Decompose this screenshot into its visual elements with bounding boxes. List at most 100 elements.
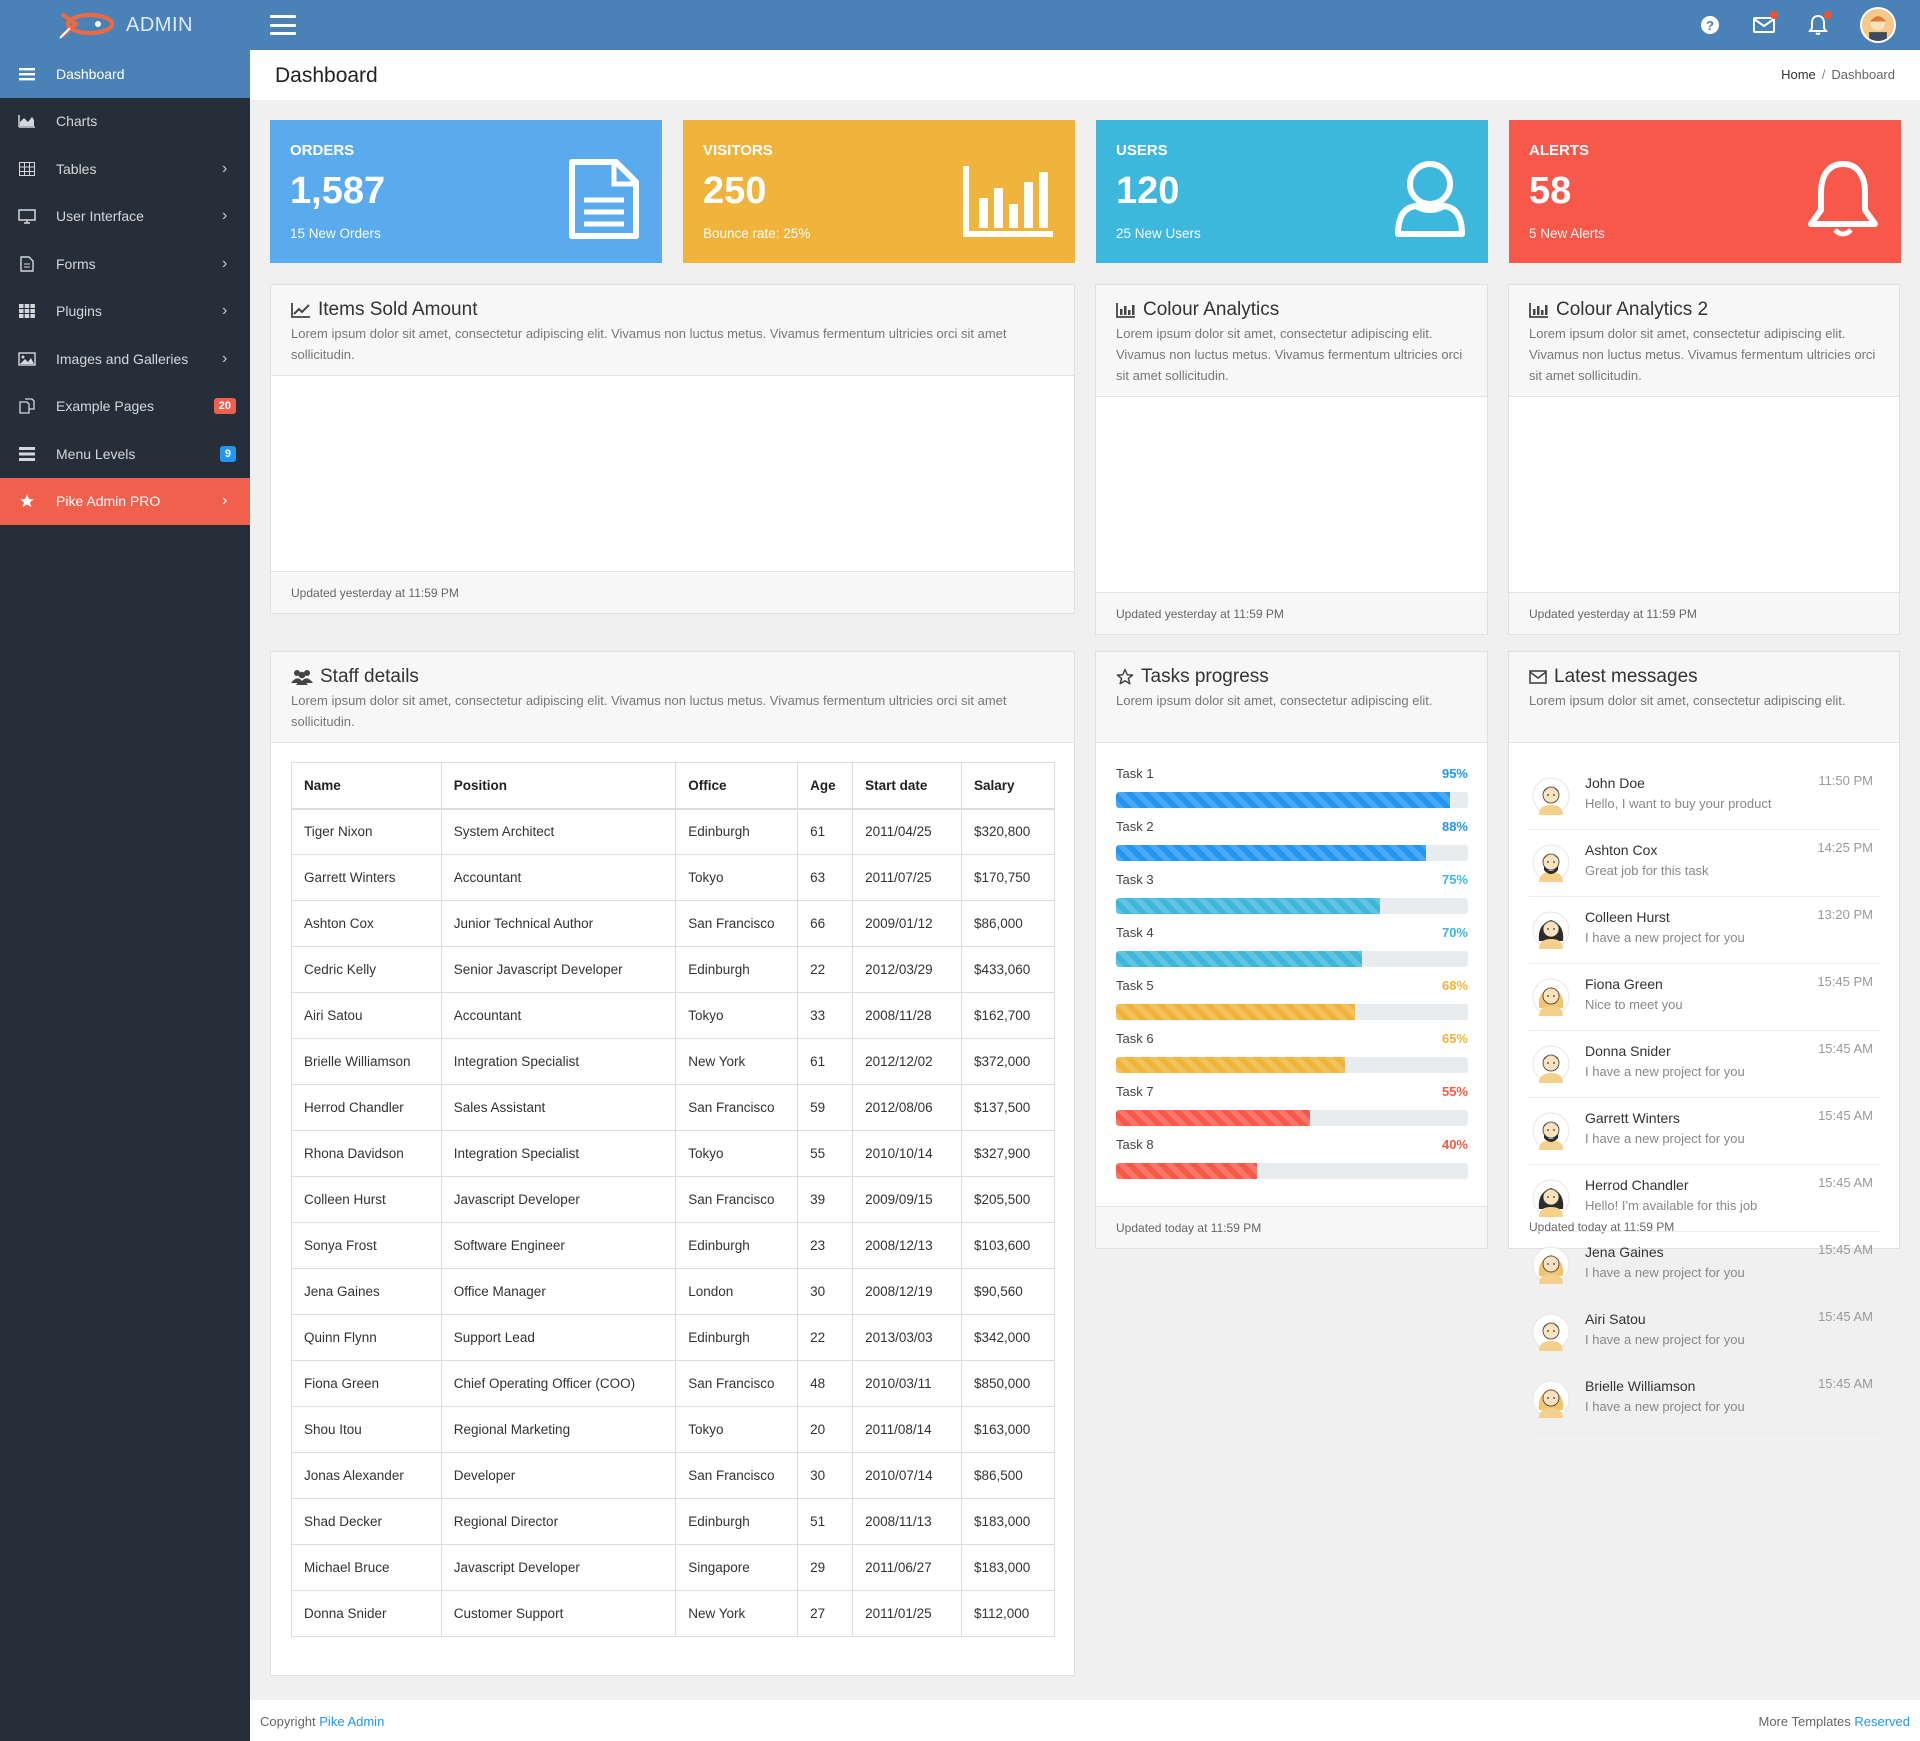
sidebar-item-images-and-galleries[interactable]: Images and Galleries › [0,335,250,383]
table-cell: Sales Assistant [440,1084,677,1131]
stat-title: USERS [1116,142,1168,159]
table-cell: Fiona Green [291,1360,442,1407]
stat-alerts[interactable]: ALERTS 58 5 New Alerts [1509,120,1901,263]
logo-icon[interactable] [58,10,118,40]
table-cell: Airi Satou [291,992,442,1039]
message-item[interactable]: Garrett Winters I have a new project for … [1529,1098,1881,1165]
top-navbar: ADMIN ? [0,0,1920,50]
message-item[interactable]: Ashton Cox Great job for this task 14:25 P… [1529,830,1881,897]
column-header[interactable]: Position [440,762,677,810]
task-label: Task 5 [1116,978,1154,993]
table-cell: Sonya Frost [291,1222,442,1269]
table-cell: $372,000 [961,1038,1055,1085]
stat-subtitle: 25 New Users [1116,226,1201,241]
table-row[interactable]: Jena Gaines Office Manager London 30 2008/12… [291,1268,1055,1315]
message-sender: Donna Snider [1585,1043,1671,1059]
table-row[interactable]: Garrett Winters Accountant Tokyo 63 2011/07/… [291,854,1055,901]
mail-icon[interactable] [1752,11,1778,37]
column-header[interactable]: Office [675,762,799,810]
card-header: Latest messages Lorem ipsum dolor sit am… [1509,652,1899,743]
avatar [1532,1045,1570,1083]
message-time: 15:45 AM [1818,1108,1873,1123]
bell-icon[interactable] [1806,11,1832,37]
stat-orders[interactable]: ORDERS 1,587 15 New Orders [270,120,662,263]
sidebar-item-plugins[interactable]: Plugins › [0,288,250,336]
bell-icon [1808,161,1878,237]
envelope-icon [1529,670,1547,684]
sidebar-item-example-pages[interactable]: Example Pages 20 [0,383,250,431]
copyright-text: Copyright [260,1714,316,1729]
table-cell: 2012/12/02 [852,1038,962,1085]
sidebar-item-pike-admin-pro[interactable]: Pike Admin PRO › [0,477,250,525]
stat-visitors[interactable]: VISITORS 250 Bounce rate: 25% [683,120,1075,263]
table-row[interactable]: Michael Bruce Javascript Developer Singapo… [291,1544,1055,1591]
table-row[interactable]: Rhona Davidson Integration Specialist Toky… [291,1130,1055,1177]
card-description: Lorem ipsum dolor sit amet, consectetur … [1529,693,1846,708]
stat-title: VISITORS [703,142,773,159]
table-cell: 63 [797,854,854,901]
card-description: Lorem ipsum dolor sit amet, consectetur … [291,693,1007,729]
message-time: 14:25 PM [1817,840,1873,855]
column-header[interactable]: Start date [852,762,962,810]
table-row[interactable]: Tiger Nixon System Architect Edinburgh 61 20… [291,808,1055,855]
message-sender: Garrett Winters [1585,1110,1680,1126]
message-item[interactable]: Fiona Green Nice to meet you 15:45 PM [1529,964,1881,1031]
reserved-link[interactable]: Reserved [1854,1714,1910,1729]
message-item[interactable]: Brielle Williamson I have a new project f… [1529,1366,1881,1433]
message-item[interactable]: Jena Gaines I have a new project for you 1… [1529,1232,1881,1299]
table-row[interactable]: Colleen Hurst Javascript Developer San Fra… [291,1176,1055,1223]
table-cell: 61 [797,1038,854,1085]
pike-admin-link[interactable]: Pike Admin [319,1714,385,1729]
sidebar-item-dashboard[interactable]: Dashboard [0,50,250,98]
message-time: 13:20 PM [1817,907,1873,922]
table-row[interactable]: Quinn Flynn Support Lead Edinburgh 22 2013/0… [291,1314,1055,1361]
user-avatar[interactable] [1860,7,1896,43]
message-item[interactable]: John Doe Hello, I want to buy your produc… [1529,763,1881,830]
sidebar-item-user-interface[interactable]: User Interface › [0,193,250,241]
card-footer: Updated yesterday at 11:59 PM [271,571,1074,613]
message-item[interactable]: Herrod Chandler Hello! I'm available for … [1529,1165,1881,1232]
table-row[interactable]: Shad Decker Regional Director Edinburgh 51 2… [291,1498,1055,1545]
table-row[interactable]: Airi Satou Accountant Tokyo 33 2008/11/28 $16… [291,992,1055,1039]
stat-users[interactable]: USERS 120 25 New Users [1096,120,1488,263]
area-chart-icon [18,112,36,130]
table-cell: Accountant [440,992,677,1039]
table-row[interactable]: Brielle Williamson Integration Specialist… [291,1038,1055,1085]
breadcrumb-home-link[interactable]: Home [1781,67,1816,82]
table-row[interactable]: Sonya Frost Software Engineer Edinburgh 23 2… [291,1222,1055,1269]
table-row[interactable]: Donna Snider Customer Support New York 27 20… [291,1590,1055,1637]
chevron-right-icon: › [222,349,228,367]
table-cell: San Francisco [675,1360,799,1407]
table-icon [18,160,36,178]
sidebar-item-label: Tables [56,160,97,177]
table-row[interactable]: Jonas Alexander Developer San Francisco 30 2… [291,1452,1055,1499]
table-cell: $205,500 [961,1176,1055,1223]
hamburger-icon[interactable] [270,15,296,35]
table-row[interactable]: Herrod Chandler Sales Assistant San Franci… [291,1084,1055,1131]
users-icon [291,670,313,685]
sidebar-item-menu-levels[interactable]: Menu Levels 9 [0,430,250,478]
column-header[interactable]: Name [291,762,442,810]
sidebar-item-label: Dashboard [56,65,125,82]
help-icon[interactable]: ? [1698,13,1722,37]
table-row[interactable]: Ashton Cox Junior Technical Author San Fra… [291,900,1055,947]
column-header[interactable]: Salary [961,762,1055,810]
table-row[interactable]: Fiona Green Chief Operating Officer (COO)… [291,1360,1055,1407]
avatar [1532,1112,1570,1150]
message-item[interactable]: Donna Snider I have a new project for you… [1529,1031,1881,1098]
message-item[interactable]: Airi Satou I have a new project for you 15… [1529,1299,1881,1366]
sidebar-item-forms[interactable]: Forms › [0,240,250,288]
message-text: I have a new project for you [1585,1265,1745,1280]
monitor-icon [18,207,36,225]
card-header: Colour Analytics Lorem ipsum dolor sit a… [1096,285,1487,397]
sidebar-item-charts[interactable]: Charts [0,98,250,146]
stat-subtitle: 15 New Orders [290,226,381,241]
message-item[interactable]: Colleen Hurst I have a new project for yo… [1529,897,1881,964]
table-row[interactable]: Shou Itou Regional Marketing Tokyo 20 2011/0… [291,1406,1055,1453]
sidebar-item-tables[interactable]: Tables › [0,145,250,193]
column-header[interactable]: Age [797,762,854,810]
stat-subtitle: Bounce rate: 25% [703,226,811,241]
task-progress-fill [1116,845,1426,861]
table-row[interactable]: Cedric Kelly Senior Javascript Developer E… [291,946,1055,993]
logo-text[interactable]: ADMIN [126,14,193,36]
